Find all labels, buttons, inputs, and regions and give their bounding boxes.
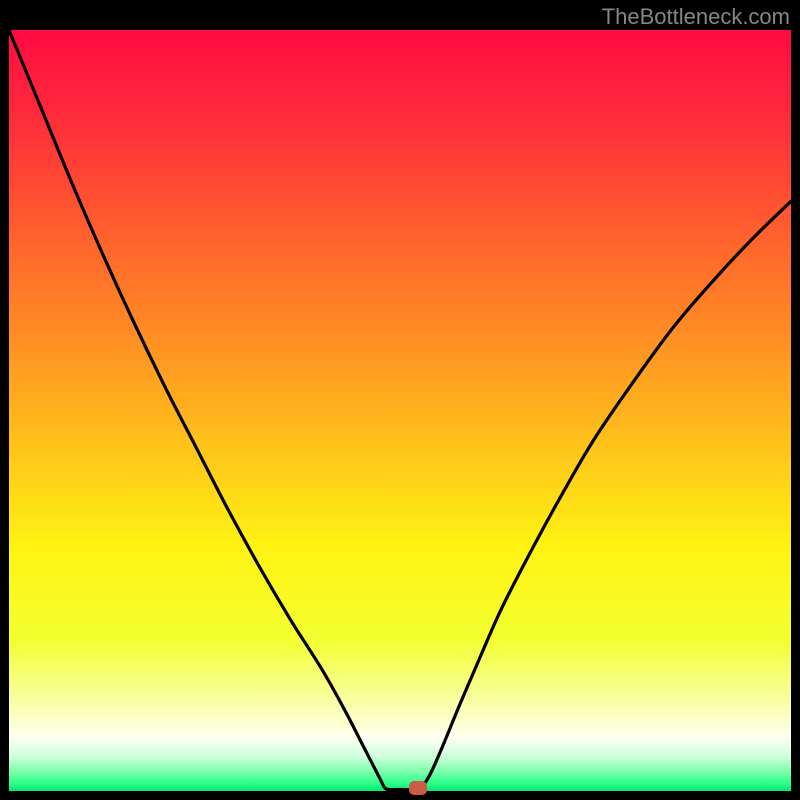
optimal-marker bbox=[409, 781, 427, 795]
watermark-text: TheBottleneck.com bbox=[602, 4, 790, 30]
bottleneck-chart bbox=[0, 0, 800, 800]
chart-background bbox=[9, 30, 791, 791]
chart-container: TheBottleneck.com bbox=[0, 0, 800, 800]
